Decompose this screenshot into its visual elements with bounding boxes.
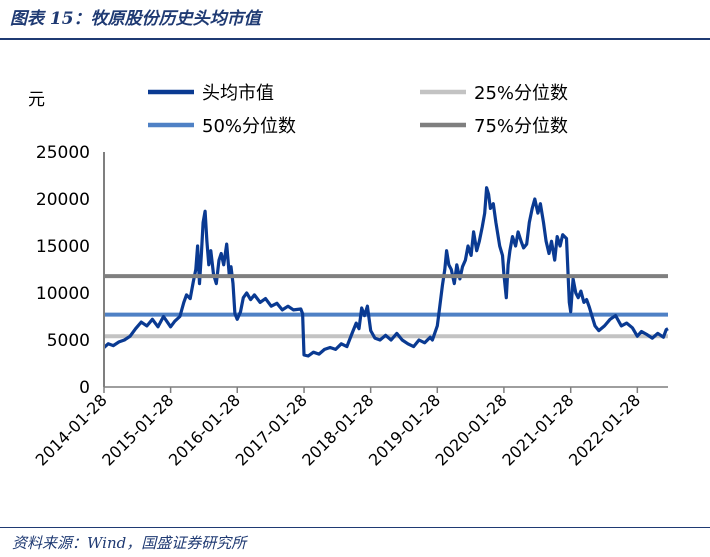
legend-label-p50: 50%分位数 <box>202 116 296 137</box>
reference-lines <box>104 312 668 339</box>
source-divider <box>0 527 710 528</box>
y-tick-label: 20000 <box>36 190 90 210</box>
y-tick-label: 0 <box>79 378 90 398</box>
title-divider <box>0 38 710 40</box>
x-axis-ticks: 2014-01-282015-01-282016-01-282017-01-28… <box>32 387 644 470</box>
legend-label-p75: 75%分位数 <box>474 116 568 137</box>
x-tick-label: 2022-01-28 <box>565 390 644 469</box>
y-axis-label: 元 <box>28 90 45 110</box>
y-tick-label: 25000 <box>36 143 90 163</box>
legend-label-p25: 25%分位数 <box>474 83 568 104</box>
chart-legend: 头均市值 25%分位数 50%分位数 75%分位数 <box>148 83 568 137</box>
figure-title: 图表 15：牧原股份历史头均市值 <box>10 9 261 29</box>
legend-label-series: 头均市值 <box>202 83 274 104</box>
y-axis-ticks: 0 5000 10000 15000 20000 25000 <box>36 143 90 398</box>
y-tick-label: 5000 <box>47 331 90 351</box>
y-tick-label: 10000 <box>36 284 90 304</box>
series-layer <box>102 186 669 358</box>
chart-canvas: 头均市值 25%分位数 50%分位数 75%分位数 元 0 5000 10000 15000… <box>28 83 669 470</box>
y-tick-label: 15000 <box>36 237 90 257</box>
figure-source: 资料来源：Wind，国盛证券研究所 <box>12 534 247 552</box>
series-line-head-market-value <box>102 186 669 358</box>
